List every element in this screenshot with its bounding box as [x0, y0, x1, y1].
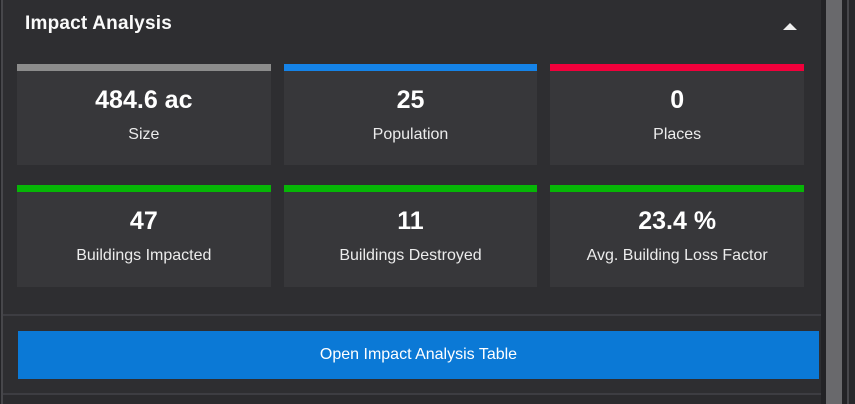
collapse-panel-button[interactable] [777, 15, 803, 38]
scrollbar-track[interactable] [821, 0, 847, 404]
scrollbar-thumb[interactable] [826, 0, 842, 404]
stat-label: Size [128, 126, 160, 143]
spacer [3, 287, 821, 314]
right-panel-edge [847, 0, 855, 404]
stat-card-buildings-impacted: 47 Buildings Impacted [17, 185, 271, 287]
stat-value: 47 [129, 207, 158, 235]
section-divider [3, 314, 821, 316]
stat-value: 0 [670, 86, 685, 114]
stat-value: 484.6 ac [95, 86, 193, 114]
stat-label: Places [653, 126, 702, 143]
stats-grid: 484.6 ac Size 25 Population 0 Places 47 … [3, 64, 821, 287]
stat-value: 25 [396, 86, 425, 114]
next-section-cutoff [3, 395, 821, 404]
stat-value: 11 [397, 207, 424, 235]
stat-accent-bar [550, 185, 804, 192]
stat-label: Buildings Impacted [76, 247, 212, 264]
impact-analysis-panel: Impact Analysis 484.6 ac Size 25 Populat… [3, 0, 821, 404]
stat-accent-bar [283, 64, 538, 71]
action-section: Open Impact Analysis Table [3, 316, 821, 393]
open-impact-analysis-table-button[interactable]: Open Impact Analysis Table [18, 331, 819, 379]
stat-accent-bar [283, 185, 538, 192]
stat-card-places: 0 Places [550, 64, 804, 165]
stat-card-population: 25 Population [283, 64, 538, 165]
stat-accent-bar [550, 64, 804, 71]
stat-accent-bar [17, 185, 271, 192]
stat-card-size: 484.6 ac Size [17, 64, 271, 165]
stat-label: Population [372, 126, 449, 143]
stat-card-avg-building-loss-factor: 23.4 % Avg. Building Loss Factor [550, 185, 804, 287]
stat-label: Avg. Building Loss Factor [586, 247, 768, 264]
panel-title: Impact Analysis [25, 13, 172, 34]
left-panel-edge [0, 0, 3, 404]
stat-card-buildings-destroyed: 11 Buildings Destroyed [283, 185, 538, 287]
stat-accent-bar [17, 64, 271, 71]
section-divider [3, 393, 821, 395]
chevron-up-icon [783, 23, 797, 30]
stat-value: 23.4 % [638, 207, 717, 235]
stat-label: Buildings Destroyed [339, 247, 482, 264]
panel-header: Impact Analysis [3, 0, 821, 56]
